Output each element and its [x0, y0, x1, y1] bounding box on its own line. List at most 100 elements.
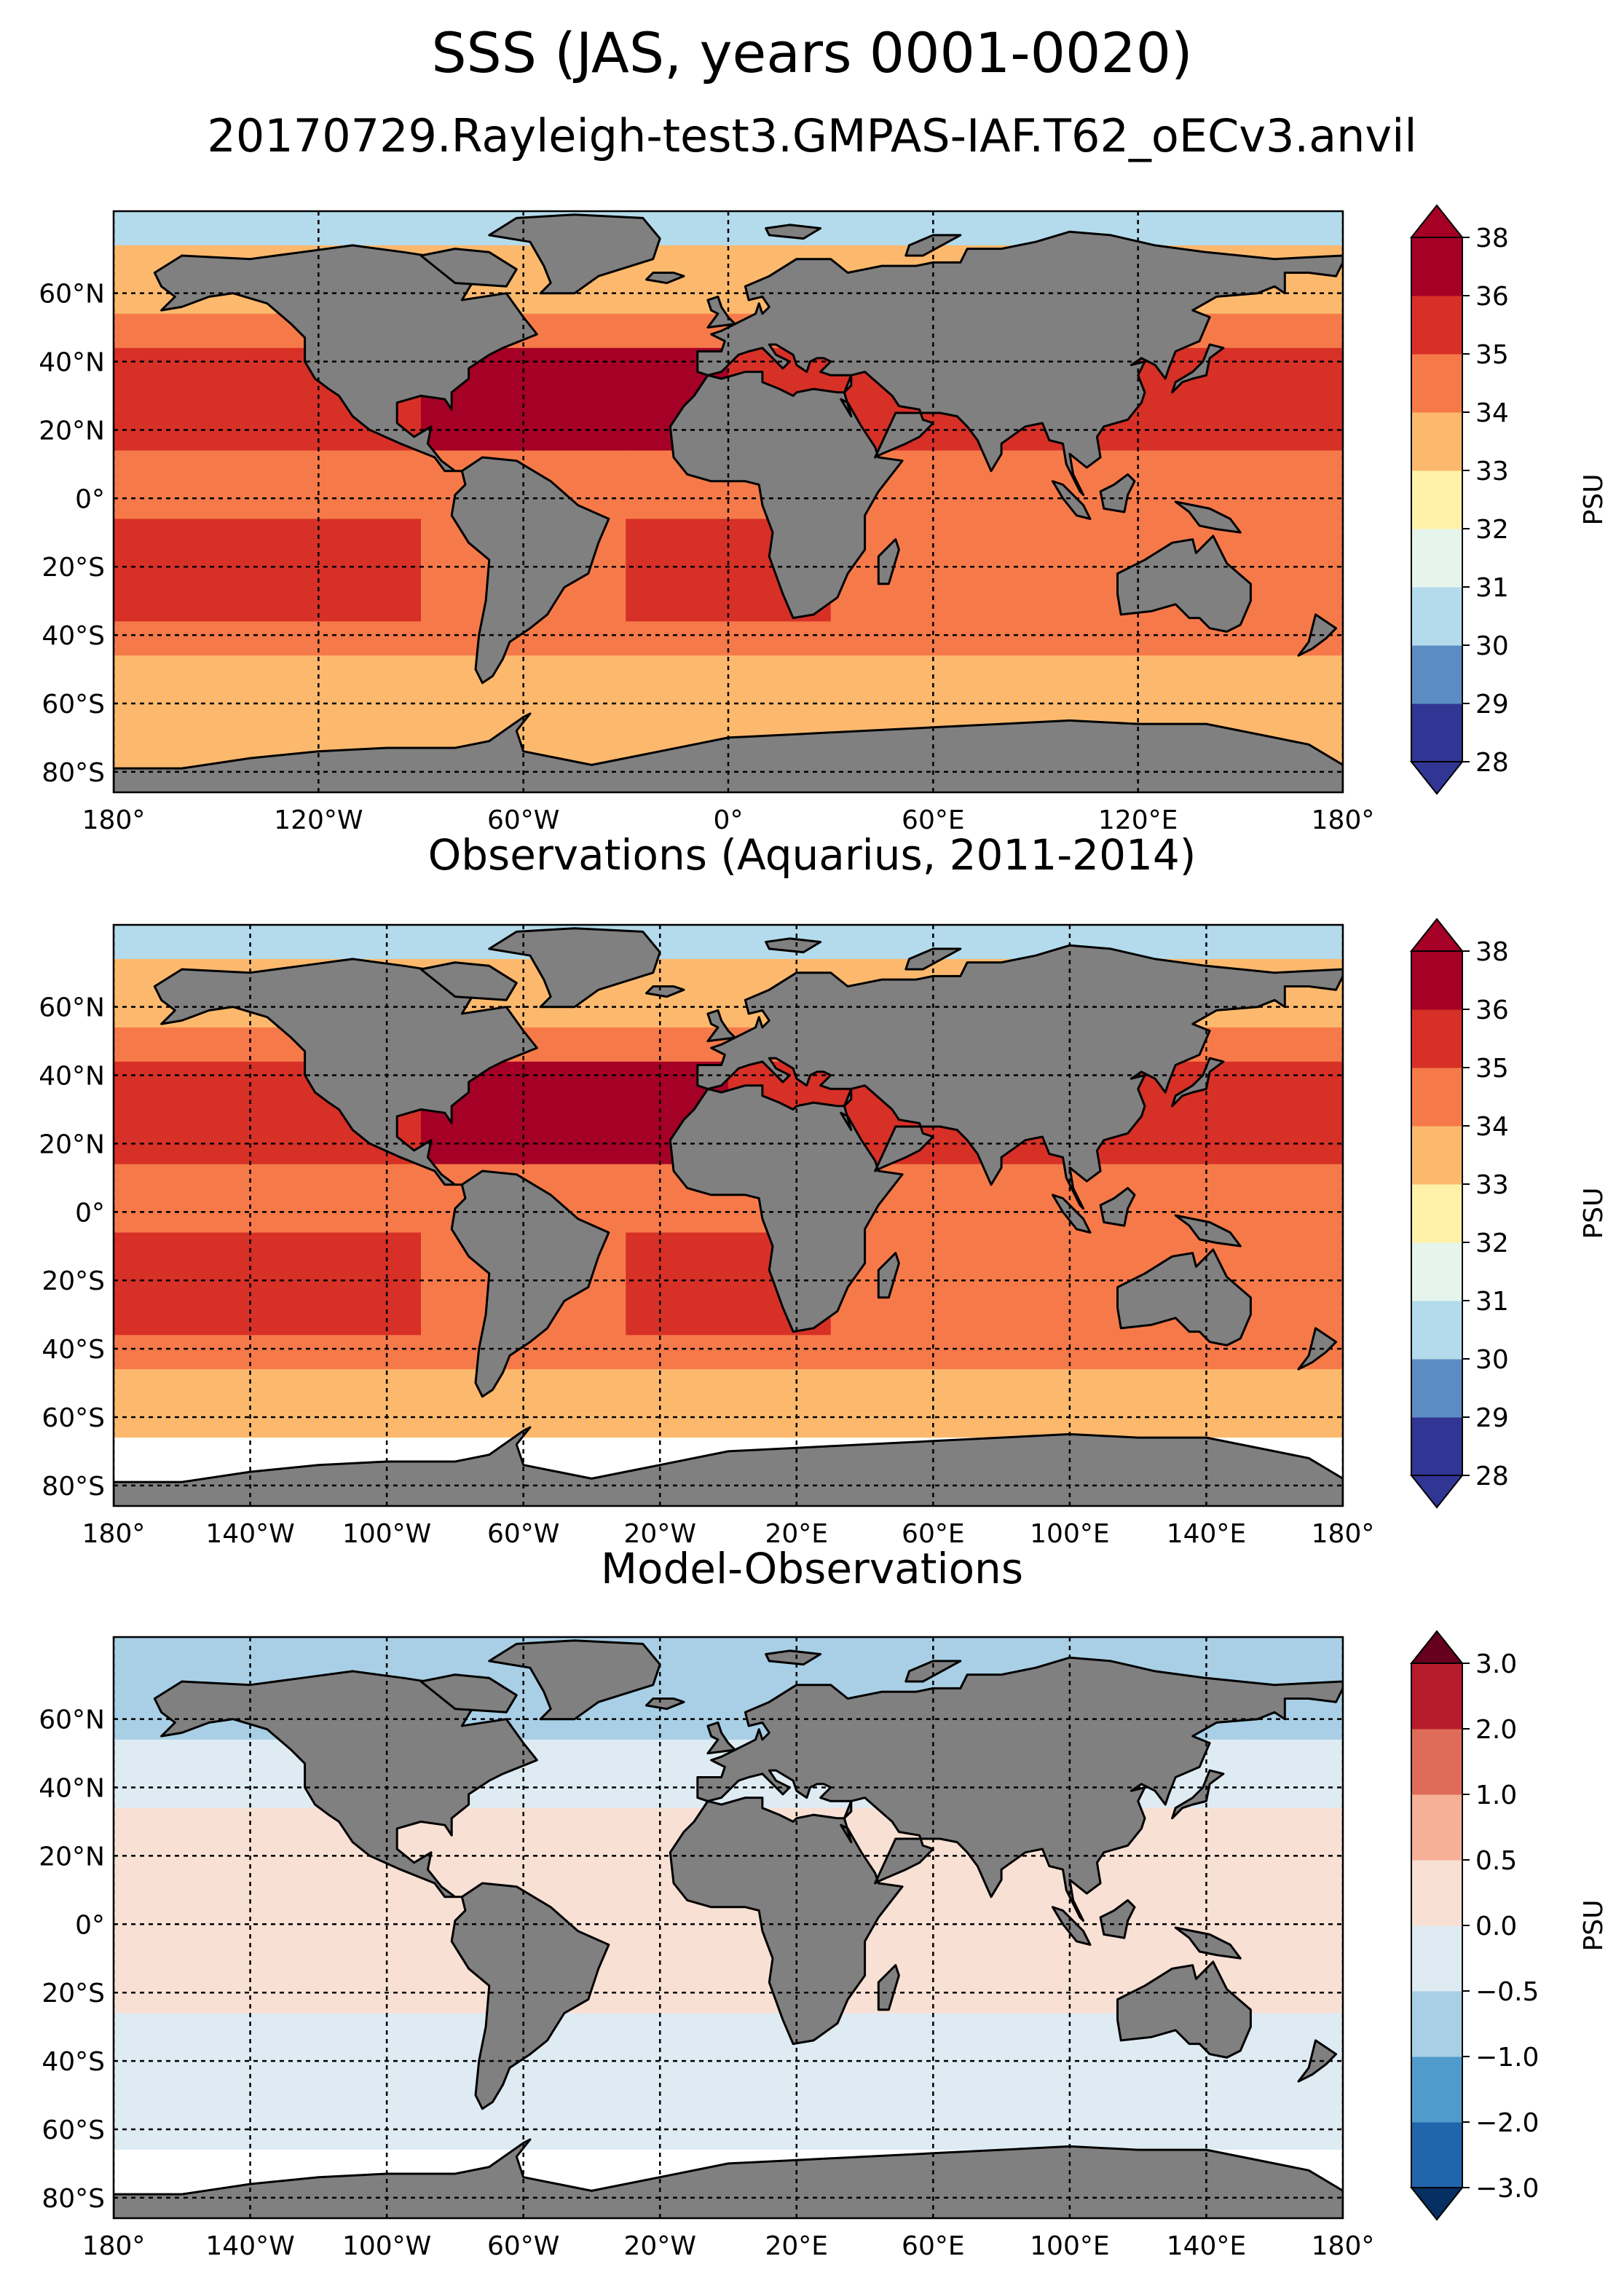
lon-tick-label: 120°E: [1098, 805, 1178, 835]
field-cell: [933, 1403, 1036, 1438]
field-cell: [216, 1842, 319, 1877]
colorbar-extend-high: [1409, 1630, 1465, 1664]
field-cell: [728, 621, 832, 656]
field-cell: [1036, 1335, 1139, 1370]
land-svalbard: [765, 1649, 822, 1666]
lon-tick-label: 20°E: [765, 2231, 828, 2261]
field-cell: [114, 1403, 217, 1438]
field-cell: [933, 2047, 1036, 2082]
map-panel-3: 60°N 40°N 20°N 0° 20°S 40°S 60°S 80°S 180° 140°W 1…: [39, 1630, 1609, 2261]
field-cell: [728, 690, 832, 725]
colorbar-tick-label: 35: [1475, 340, 1509, 370]
field-cell: [1138, 2081, 1241, 2116]
colorbar-segment: [1411, 1663, 1462, 1730]
field-cell: [318, 1198, 422, 1233]
field-cell: [216, 416, 319, 452]
map-frame-2: [112, 923, 1344, 1507]
lon-tick-label: 20°W: [624, 1519, 696, 1549]
field-cell: [1240, 416, 1343, 452]
lon-tick-label: 60°E: [902, 2231, 965, 2261]
lon-tick-label: 140°E: [1167, 1519, 1246, 1549]
field-cell: [114, 1637, 217, 1672]
field-cell: [523, 2047, 626, 2082]
field-cell: [114, 2116, 217, 2150]
land-south-america: [450, 1882, 610, 2110]
land-greenland: [488, 927, 661, 1009]
field-cell: [1138, 2116, 1241, 2150]
field-cell: [830, 1369, 934, 1404]
field-cell: [318, 1910, 422, 1945]
field-cell: [114, 484, 217, 519]
field-cell: [933, 1198, 1036, 1233]
colorbar-tick-label: 32: [1475, 515, 1509, 545]
field-cell: [318, 1335, 422, 1370]
lat-tick-label: 80°S: [42, 758, 105, 788]
field-cell: [1036, 1403, 1139, 1438]
field-cell: [1036, 1944, 1139, 1979]
colorbar-segment: [1411, 1729, 1462, 1795]
field-cell: [1138, 690, 1241, 725]
field-cell: [1240, 484, 1343, 519]
colorbar-segment: [1411, 237, 1462, 296]
field-cell: [626, 2081, 729, 2116]
field-cell: [216, 211, 319, 246]
field-cell: [114, 382, 217, 417]
land-new-zealand: [1297, 2039, 1338, 2083]
field-cell: [318, 1403, 422, 1438]
field-cell: [523, 690, 626, 725]
field-cell: [318, 450, 422, 486]
lat-tick-label: 40°N: [39, 348, 105, 378]
land-novaya-zemlya: [904, 947, 962, 971]
colorbar-tick-label: 31: [1475, 1287, 1509, 1317]
lon-tick-label: 60°W: [487, 2231, 559, 2261]
lat-tick-label: 0°: [75, 484, 105, 514]
field-cell: [1240, 1027, 1343, 1062]
colorbar-tick-label: 32: [1475, 1229, 1509, 1258]
field-cell: [114, 690, 217, 725]
lat-tick-label: 60°S: [42, 1403, 105, 1433]
field-cell: [1138, 1129, 1241, 1165]
field-cell: [626, 1739, 729, 1775]
colorbar-segment: [1411, 1126, 1462, 1185]
colorbar-extend-low: [1409, 761, 1465, 795]
colorbar-3: −3.0 −2.0 −1.0 −0.5 0.0 0.5 1.0 2.0 3.0 PSU: [1409, 1630, 1609, 2221]
lat-tick-label: 20°S: [42, 1266, 105, 1296]
field-cell: [318, 690, 422, 725]
field-cell: [114, 1876, 217, 1912]
field-cell: [523, 1842, 626, 1877]
land-borneo: [1099, 1898, 1136, 1939]
colorbar-tick-label: 0.5: [1475, 1846, 1517, 1876]
colorbar-segment: [1411, 470, 1462, 529]
field-cell: [216, 518, 319, 553]
field-cell: [626, 518, 729, 553]
land-japan: [1171, 1057, 1225, 1108]
field-cell: [216, 1637, 319, 1672]
field-cell: [523, 724, 626, 759]
field-cell: [523, 2081, 626, 2116]
lon-tick-label: 0°: [714, 805, 744, 835]
field-cell: [933, 655, 1036, 690]
field-cell: [318, 1944, 422, 1979]
colorbar-segment: [1411, 296, 1462, 355]
land-madagascar: [877, 1964, 900, 2011]
colorbar-segment: [1411, 1184, 1462, 1243]
map-body-1: [114, 211, 1343, 792]
lon-tick-label: 20°E: [765, 1519, 828, 1549]
field-cell: [114, 1061, 217, 1097]
field-cell: [216, 1335, 319, 1370]
lat-tick-label: 60°N: [39, 1706, 105, 1735]
land-north-america: [153, 958, 538, 1186]
field-cell: [626, 1266, 729, 1301]
field-cell: [1036, 2081, 1139, 2116]
lat-tick-label: 60°N: [39, 993, 105, 1023]
field-cell: [523, 1739, 626, 1775]
land-sumatra: [1051, 480, 1092, 520]
colorbar-tick-label: −0.5: [1475, 1977, 1539, 2007]
field-cell: [114, 724, 217, 759]
field-cell: [114, 1944, 217, 1979]
field-cell: [1240, 347, 1343, 383]
land-north-america: [153, 244, 538, 473]
field-cell: [216, 1910, 319, 1945]
field-cell: [523, 2116, 626, 2150]
lon-tick-label: 180°: [82, 1519, 146, 1549]
